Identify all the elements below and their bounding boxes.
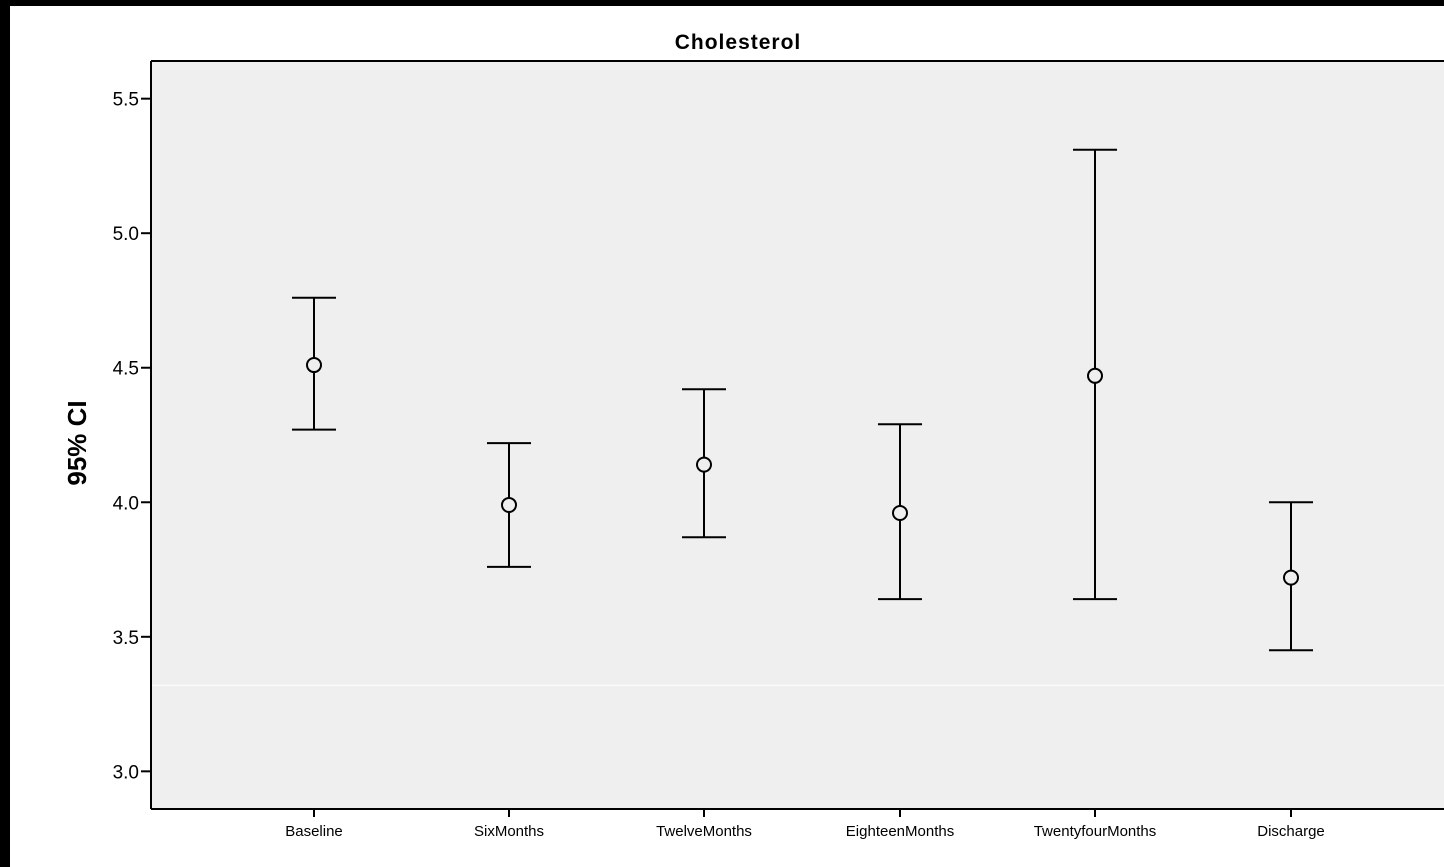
y-tick-label: 5.0 [113,224,139,245]
mean-point [696,456,712,473]
mean-point [892,505,908,522]
mean-point [306,357,322,374]
x-tick-label: Discharge [1257,823,1325,840]
y-tick-label: 4.0 [113,493,139,514]
mean-point [501,496,517,513]
error-bar-chart: Cholesterol 95% CI 3.0 3.5 4.0 4.5 5.0 5.5 Bas… [62,31,1444,840]
x-tick-label: TwentyfourMonths [1034,823,1157,840]
y-tick-label: 4.5 [113,359,139,380]
x-tick-label: Baseline [285,823,343,840]
x-tick-label: SixMonths [474,823,544,840]
x-tick-label: EighteenMonths [846,823,954,840]
plot-background [151,61,1444,809]
chart-panel: Cholesterol 95% CI 3.0 3.5 4.0 4.5 5.0 5.5 Bas… [10,6,1444,867]
x-tick-label: TwelveMonths [656,823,752,840]
y-tick-label: 5.5 [113,90,139,111]
y-tick-label: 3.0 [113,762,139,783]
mean-point [1087,367,1103,384]
y-tick-label: 3.5 [113,628,139,649]
y-axis-label: 95% CI [62,400,92,485]
plot-area: 3.0 3.5 4.0 4.5 5.0 5.5 Baseline SixMonths Twelv… [113,60,1444,840]
mean-point [1283,569,1299,586]
chart-title: Cholesterol [675,31,802,54]
